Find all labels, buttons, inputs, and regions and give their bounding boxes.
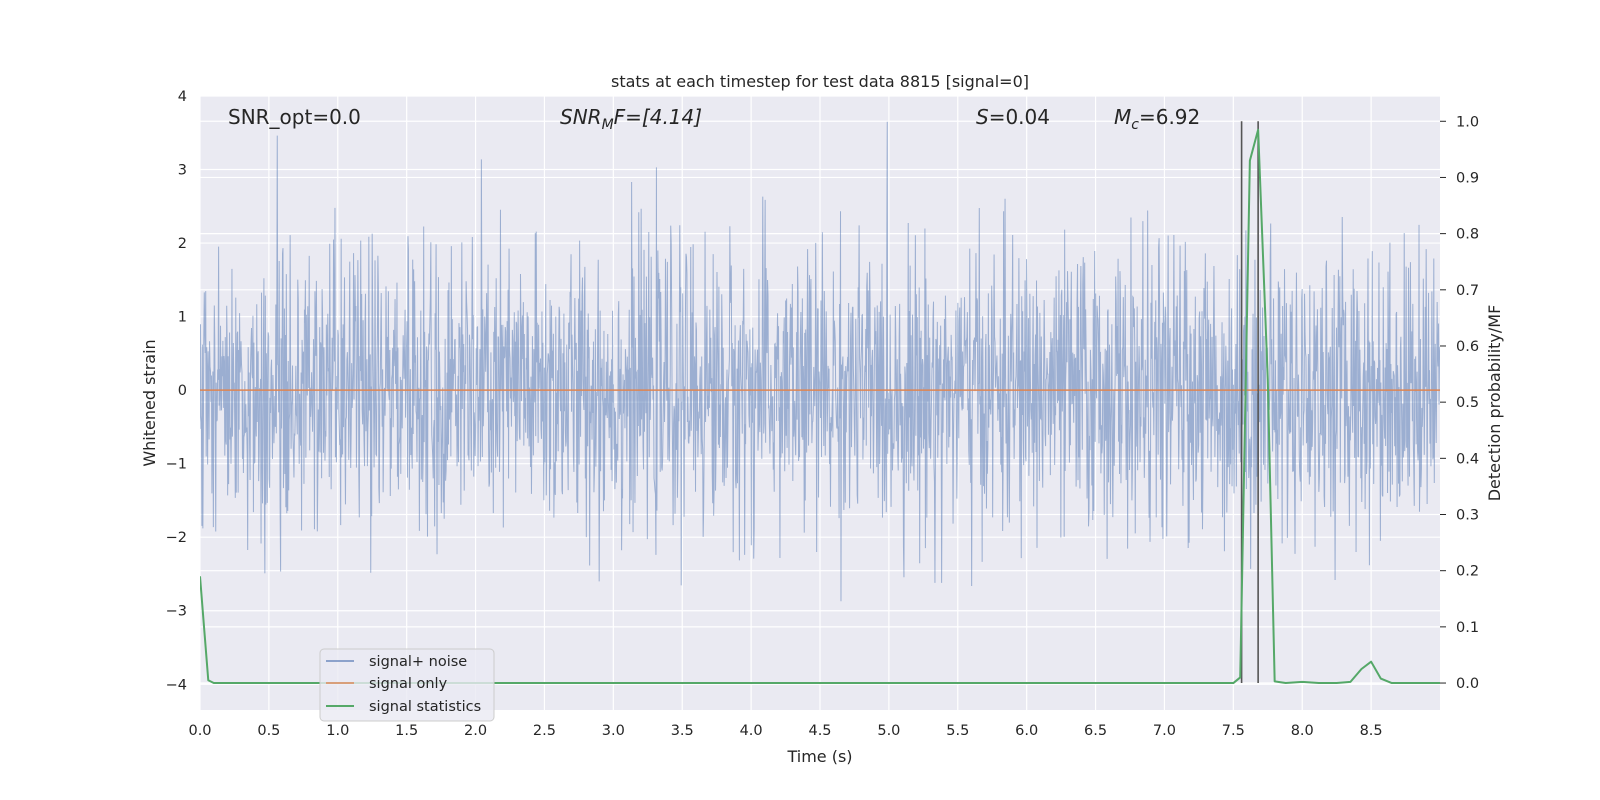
series-signal-noise: [200, 121, 1440, 602]
x-tick-label: 6.0: [1015, 723, 1038, 739]
snr-mf-symbol: SNR: [560, 105, 602, 129]
y-tick-label-left: 3: [178, 163, 187, 179]
x-tick-label: 7.5: [1222, 723, 1245, 739]
annotation-snr-opt: SNR_opt=0.0: [228, 105, 361, 129]
legend-label-signal-statistics: signal statistics: [369, 699, 481, 715]
mc-value: =6.92: [1139, 105, 1200, 129]
y-tick-label-right: 0.9: [1456, 170, 1479, 186]
snr-mf-rest: F=[4.14]: [614, 105, 702, 129]
x-axis-label: Time (s): [786, 747, 852, 766]
legend: signal+ noise signal only signal statist…: [319, 648, 495, 722]
x-tick-label: 8.5: [1360, 723, 1383, 739]
y-tick-label-left: 2: [178, 236, 187, 252]
tick-labels: 0.0 0.5 1.0 1.5 2.0 2.5 3.0 3.5 4.0 4.5 5.0 5.5 6.0 6…: [166, 89, 1479, 739]
annotation-mc: Mc=6.92: [1114, 105, 1200, 133]
chart-title: stats at each timestep for test data 881…: [611, 72, 1029, 91]
y-tick-label-right: 0.0: [1456, 676, 1479, 692]
y-tick-label-left: −2: [166, 530, 187, 546]
x-tick-label: 5.0: [877, 723, 900, 739]
y-tick-label-right: 1.0: [1456, 114, 1479, 130]
annotation-snr-mf: SNRMF=[4.14]: [560, 105, 702, 133]
x-tick-label: 4.0: [740, 723, 763, 739]
mc-symbol: M: [1114, 105, 1131, 129]
y-tick-label-left: 4: [178, 89, 187, 105]
x-tick-label: 4.5: [808, 723, 831, 739]
x-tick-label: 0.0: [188, 723, 211, 739]
y-tick-label-left: −1: [166, 457, 187, 473]
x-tick-label: 2.0: [464, 723, 487, 739]
x-tick-label: 3.5: [671, 723, 694, 739]
x-tick-label: 1.5: [395, 723, 418, 739]
y-tick-label-left: −4: [166, 677, 187, 693]
y-tick-label-right: 0.4: [1456, 451, 1479, 467]
legend-label-signal-noise: signal+ noise: [369, 654, 467, 670]
y-axis-label-right: Detection probability/MF: [1485, 305, 1504, 502]
snr-mf-subscript: M: [602, 117, 614, 133]
y-tick-label-right: 0.8: [1456, 227, 1479, 243]
y-tick-label-left: −3: [166, 604, 187, 620]
x-tick-label: 7.0: [1153, 723, 1176, 739]
y-axis-label-left: Whitened strain: [140, 339, 159, 466]
y-tick-label-right: 0.1: [1456, 620, 1479, 636]
x-tick-label: 5.5: [946, 723, 969, 739]
y-tick-label-right: 0.5: [1456, 395, 1479, 411]
y-tick-label-right: 0.3: [1456, 508, 1479, 524]
x-tick-label: 2.5: [533, 723, 556, 739]
mc-subscript: c: [1131, 117, 1139, 133]
y-tick-label-right: 0.7: [1456, 283, 1479, 299]
x-tick-label: 3.0: [602, 723, 625, 739]
legend-box: [319, 648, 495, 722]
y-tick-label-right: 0.2: [1456, 564, 1479, 580]
y-tick-label-left: 1: [178, 310, 187, 326]
x-tick-label: 0.5: [257, 723, 280, 739]
x-tick-label: 8.0: [1291, 723, 1314, 739]
legend-label-signal-only: signal only: [369, 676, 448, 692]
y-tick-label-left: 0: [178, 383, 187, 399]
x-tick-label: 6.5: [1084, 723, 1107, 739]
y-tick-label-right: 0.6: [1456, 339, 1479, 355]
x-tick-label: 1.0: [326, 723, 349, 739]
s-value: =0.04: [989, 105, 1050, 129]
s-symbol: S: [976, 105, 989, 129]
signal-noise-series: [200, 121, 1440, 602]
annotation-s: S=0.04: [976, 105, 1050, 129]
